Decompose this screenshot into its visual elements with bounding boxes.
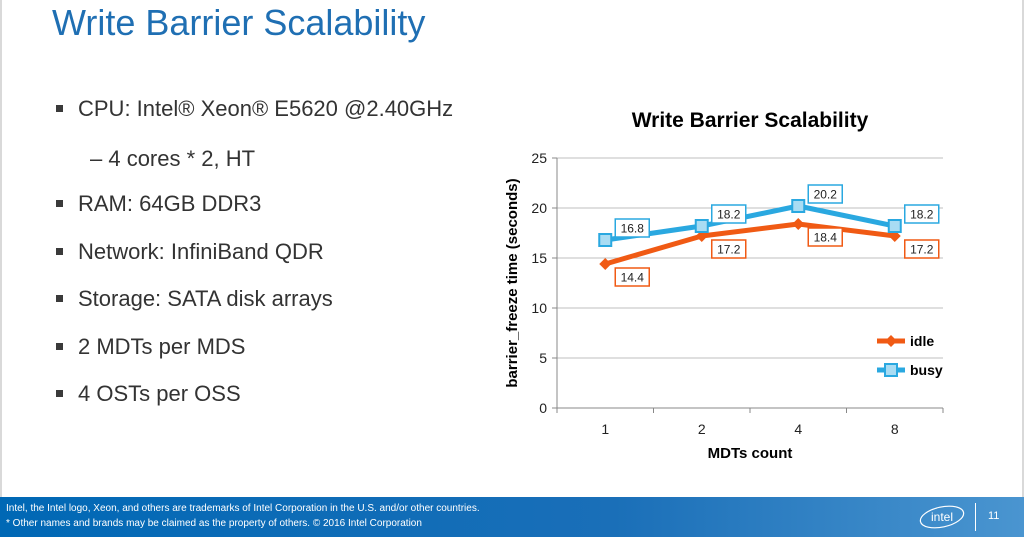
data-point-busy	[696, 220, 708, 232]
footer-bar: Intel, the Intel logo, Xeon, and others …	[0, 497, 1024, 537]
bullet-square-icon	[56, 105, 63, 112]
data-label-busy: 18.2	[717, 208, 741, 222]
data-label-idle: 17.2	[717, 243, 741, 257]
bullet-text: 4 OSTs per OSS	[78, 381, 241, 407]
bullet-square-icon	[56, 343, 63, 350]
data-label-busy: 18.2	[910, 208, 934, 222]
x-axis-label: MDTs count	[708, 445, 793, 462]
bullet-square-icon	[56, 200, 63, 207]
data-point-busy	[792, 200, 804, 212]
bullet-square-icon	[56, 390, 63, 397]
data-point-idle	[792, 218, 804, 230]
legend-label-busy: busy	[910, 362, 943, 378]
intel-logo-icon: intel	[918, 505, 966, 529]
x-tick-label: 4	[794, 421, 802, 437]
slide-left-border	[0, 0, 2, 497]
bullet-text: RAM: 64GB DDR3	[78, 191, 261, 217]
bullet-square-icon	[56, 295, 63, 302]
data-label-idle: 17.2	[910, 243, 934, 257]
data-label-idle: 14.4	[621, 271, 645, 285]
legend-marker-busy	[885, 364, 897, 376]
x-tick-label: 2	[698, 421, 706, 437]
y-tick-label: 5	[539, 350, 547, 366]
data-point-idle	[599, 258, 611, 270]
line-chart: Write Barrier Scalability 0 5 10 15 20 25 1 2 4 8 M…	[480, 96, 960, 476]
footer-trademark-text: Intel, the Intel logo, Xeon, and others …	[6, 503, 480, 514]
y-tick-label: 10	[531, 300, 547, 316]
y-tick-label: 20	[531, 200, 547, 216]
data-label-idle: 18.4	[814, 231, 838, 245]
bullet-square-icon	[56, 248, 63, 255]
footer-divider	[975, 503, 976, 531]
data-label-busy: 16.8	[621, 222, 645, 236]
chart-title: Write Barrier Scalability	[632, 109, 869, 132]
legend-label-idle: idle	[910, 333, 934, 349]
y-tick-label: 25	[531, 150, 547, 166]
x-tick-label: 8	[891, 421, 899, 437]
data-label-busy: 20.2	[814, 188, 838, 202]
footer-copyright-text: * Other names and brands may be claimed …	[6, 518, 422, 529]
intel-logo-text: intel	[931, 510, 953, 524]
y-tick-label: 15	[531, 250, 547, 266]
y-tick-label: 0	[539, 400, 547, 416]
legend-marker-idle	[885, 335, 897, 347]
bullet-text: Storage: SATA disk arrays	[78, 286, 333, 312]
data-point-busy	[599, 234, 611, 246]
bullet-text: CPU: Intel® Xeon® E5620 @2.40GHz	[78, 96, 453, 122]
bullet-text: 2 MDTs per MDS	[78, 334, 245, 360]
bullet-text: Network: InfiniBand QDR	[78, 239, 324, 265]
data-point-busy	[889, 220, 901, 232]
slide-title: Write Barrier Scalability	[52, 2, 425, 44]
x-tick-label: 1	[601, 421, 609, 437]
sub-bullet-cores: – 4 cores * 2, HT	[90, 146, 255, 172]
y-axis-label: barrier_freeze time (seconds)	[504, 178, 521, 387]
page-number: 11	[988, 510, 999, 522]
